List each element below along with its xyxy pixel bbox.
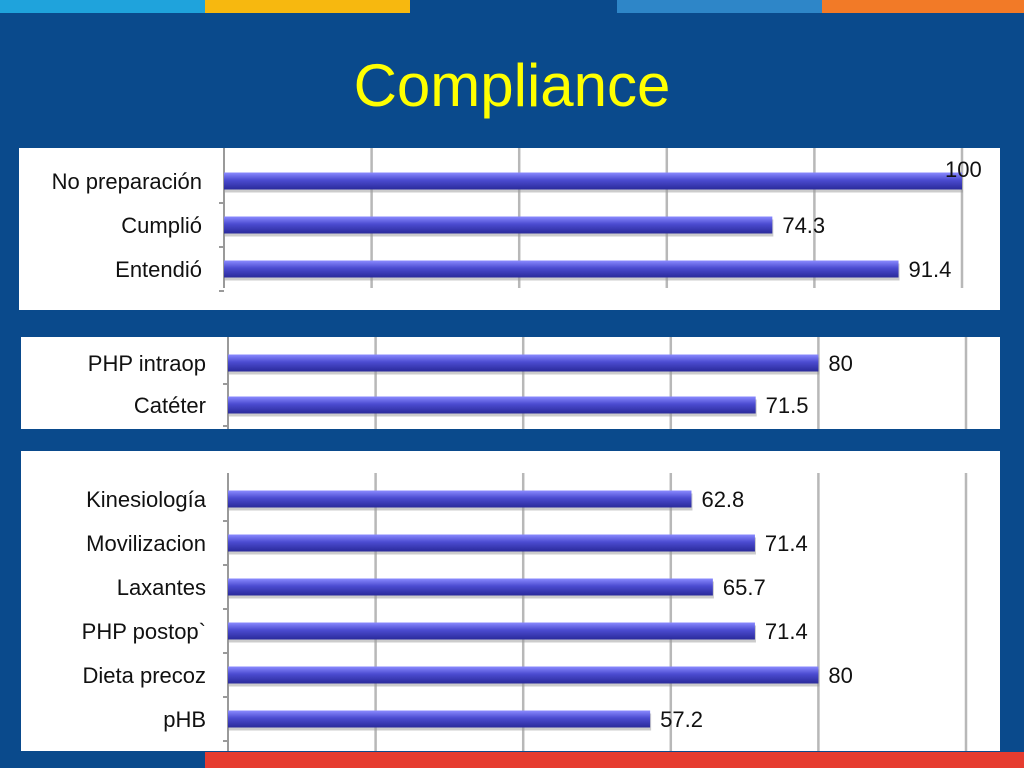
data-label: 100 <box>945 157 982 182</box>
bar <box>228 490 692 508</box>
top-stripe-2 <box>205 0 410 13</box>
bar <box>228 666 819 684</box>
category-label: Laxantes <box>117 575 206 600</box>
chart-panel-intraop: PHP intraop 80 Catéter 71.5 <box>21 337 1000 429</box>
bar <box>228 710 651 728</box>
chart-panel-postop: Kinesiología 62.8 Movilizacion 71.4 Laxantes… <box>21 451 1000 751</box>
category-label: PHP intraop <box>88 351 206 376</box>
category-label: Movilizacion <box>86 531 206 556</box>
data-label: 91.4 <box>909 257 952 282</box>
category-label: PHP postop` <box>82 619 206 644</box>
data-label: 71.4 <box>765 531 808 556</box>
category-label: No preparación <box>52 169 202 194</box>
chart-postop: Kinesiología 62.8 Movilizacion 71.4 Laxantes… <box>82 473 968 751</box>
data-label: 74.3 <box>782 213 825 238</box>
bar <box>228 534 755 552</box>
category-label: Kinesiología <box>86 487 207 512</box>
top-stripe-1 <box>0 0 205 13</box>
category-label: pHB <box>163 707 206 732</box>
data-label: 80 <box>828 351 852 376</box>
top-stripe-5 <box>822 0 1024 13</box>
bar <box>228 622 755 640</box>
category-label: Dieta precoz <box>82 663 206 688</box>
top-stripe-3 <box>410 0 617 13</box>
bottom-stripe-2 <box>205 752 1024 768</box>
bar <box>228 396 756 414</box>
bar <box>224 260 899 278</box>
bar <box>228 354 819 372</box>
bottom-stripe-1 <box>0 752 205 768</box>
category-label: Entendió <box>115 257 202 282</box>
data-label: 71.4 <box>765 619 808 644</box>
chart-preparation: No preparación 100 Cumplió 74.3 Entendió 91.4 <box>52 148 982 292</box>
bar <box>224 216 773 234</box>
bar <box>228 578 713 596</box>
category-label: Cumplió <box>121 213 202 238</box>
top-stripe-4 <box>617 0 822 13</box>
bar <box>224 172 962 190</box>
slide-title: Compliance <box>353 52 671 119</box>
data-label: 57.2 <box>660 707 703 732</box>
data-label: 80 <box>828 663 852 688</box>
chart-panel-preparation: No preparación 100 Cumplió 74.3 Entendió 91.4 <box>19 148 1000 310</box>
chart-intraop: PHP intraop 80 Catéter 71.5 <box>88 337 968 429</box>
data-label: 62.8 <box>701 487 744 512</box>
data-label: 65.7 <box>723 575 766 600</box>
data-label: 71.5 <box>766 393 809 418</box>
category-label: Catéter <box>134 393 206 418</box>
